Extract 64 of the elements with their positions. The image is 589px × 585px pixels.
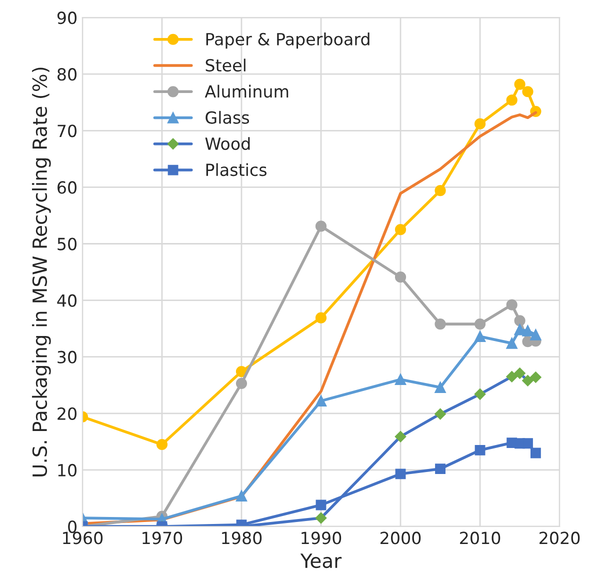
- y-tick-label: 50: [58, 238, 76, 250]
- point: [530, 372, 542, 383]
- point: [236, 490, 248, 502]
- point: [156, 438, 168, 450]
- point: [316, 500, 326, 510]
- y-tick-label: 60: [58, 181, 76, 194]
- legend-label: Steel: [206, 58, 246, 72]
- point: [474, 444, 486, 456]
- point: [434, 185, 446, 196]
- point: [506, 371, 518, 382]
- x-tick-label: 1990: [302, 532, 342, 544]
- x-tick-label: 2000: [380, 532, 421, 544]
- x-axis-title: Year: [300, 554, 342, 568]
- point: [394, 374, 406, 386]
- point: [434, 408, 446, 420]
- point: [506, 338, 518, 349]
- y-tick-label: 70: [58, 124, 76, 138]
- y-tick-label: 20: [58, 407, 76, 420]
- point: [522, 86, 534, 98]
- point: [514, 78, 526, 90]
- point: [530, 448, 541, 458]
- point: [434, 382, 446, 393]
- point: [514, 324, 526, 336]
- legend-label: Glass: [206, 110, 250, 124]
- y-tick-label: 40: [57, 294, 76, 307]
- y-tick-label: 10: [58, 464, 76, 477]
- legend-label: Paper & Paperboard: [206, 32, 370, 49]
- point: [506, 94, 518, 106]
- point: [474, 330, 486, 342]
- point: [474, 318, 486, 330]
- point: [474, 388, 486, 400]
- point: [522, 374, 534, 386]
- point: [522, 438, 533, 449]
- y-tick-label: 0: [68, 520, 76, 534]
- legend-label: Wood: [205, 137, 250, 150]
- y-tick-label: 90: [57, 12, 76, 24]
- y-axis-title: U.S. Packaging in MSW Recycling Rate (%): [32, 68, 51, 476]
- point: [522, 325, 534, 336]
- point: [315, 512, 327, 524]
- point: [474, 118, 486, 130]
- point: [530, 329, 542, 340]
- x-tick-label: 1980: [222, 532, 262, 544]
- point: [514, 315, 526, 326]
- x-tick-label: 2010: [460, 532, 500, 544]
- point: [434, 318, 446, 330]
- legend-label: Plastics: [206, 163, 266, 176]
- x-tick-label: 2020: [540, 532, 580, 544]
- point: [395, 468, 406, 480]
- point: [394, 224, 406, 236]
- point: [236, 366, 248, 378]
- x-tick-label: 1970: [142, 532, 182, 544]
- point: [506, 299, 518, 310]
- point: [236, 378, 248, 389]
- point: [394, 272, 406, 283]
- y-tick-label: 80: [58, 68, 76, 81]
- x-tick-label: 1960: [63, 532, 103, 544]
- y-tick-label: 30: [58, 350, 76, 364]
- legend-label: Aluminum: [204, 84, 288, 98]
- point: [315, 220, 327, 232]
- point: [514, 368, 526, 379]
- point: [315, 395, 327, 407]
- point: [394, 430, 406, 442]
- point: [435, 464, 446, 474]
- point: [315, 312, 327, 324]
